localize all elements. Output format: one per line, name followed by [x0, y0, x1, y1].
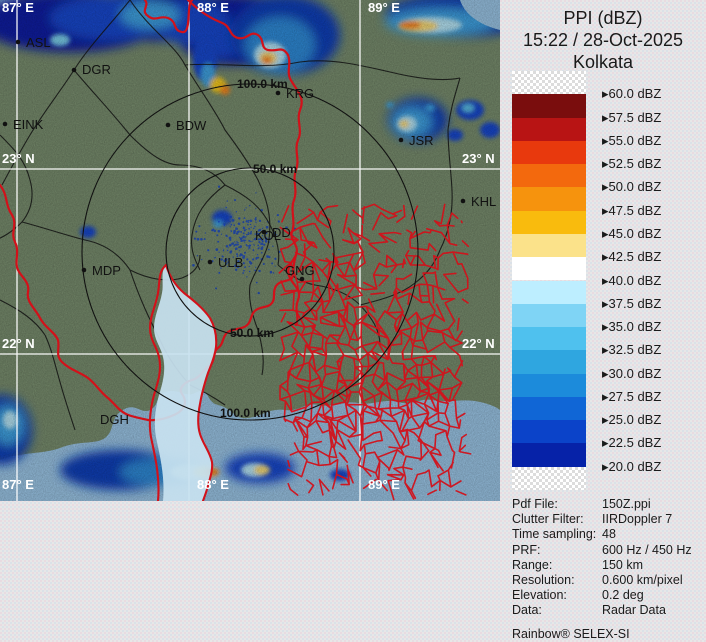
- svg-text:89° E: 89° E: [368, 0, 400, 15]
- svg-text:MDP: MDP: [92, 263, 121, 278]
- svg-text:DGR: DGR: [82, 62, 111, 77]
- svg-text:50.0 km: 50.0 km: [253, 162, 297, 176]
- svg-text:KOL: KOL: [255, 228, 281, 243]
- svg-text:88° E: 88° E: [197, 477, 229, 492]
- svg-text:BDW: BDW: [176, 118, 207, 133]
- svg-text:ULB: ULB: [218, 255, 243, 270]
- svg-text:88° E: 88° E: [197, 0, 229, 15]
- svg-text:89° E: 89° E: [368, 477, 400, 492]
- svg-text:50.0 km: 50.0 km: [230, 326, 274, 340]
- svg-text:100.0 km: 100.0 km: [237, 77, 288, 91]
- svg-text:EINK: EINK: [13, 117, 44, 132]
- svg-text:22° N: 22° N: [462, 336, 495, 351]
- svg-text:GNG: GNG: [285, 263, 315, 278]
- svg-text:87° E: 87° E: [2, 477, 34, 492]
- svg-text:DGH: DGH: [100, 412, 129, 427]
- svg-text:JSR: JSR: [409, 133, 434, 148]
- svg-text:KRG: KRG: [286, 86, 314, 101]
- svg-text:100.0 km: 100.0 km: [220, 406, 271, 420]
- svg-text:KHL: KHL: [471, 194, 496, 209]
- svg-text:ASL: ASL: [26, 35, 51, 50]
- svg-text:23° N: 23° N: [462, 151, 495, 166]
- svg-text:22° N: 22° N: [2, 336, 35, 351]
- svg-text:87° E: 87° E: [2, 0, 34, 15]
- svg-text:23° N: 23° N: [2, 151, 35, 166]
